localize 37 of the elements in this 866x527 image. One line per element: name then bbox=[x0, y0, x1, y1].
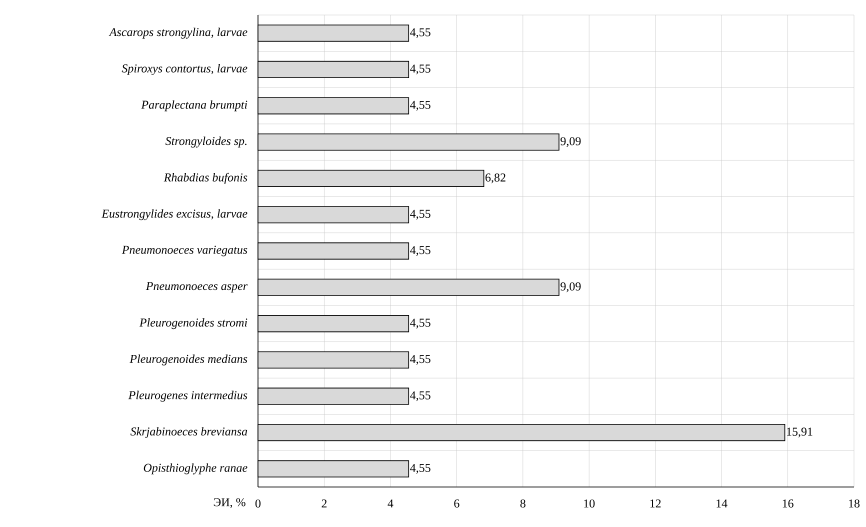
data-label: 9,09 bbox=[560, 137, 581, 147]
data-label: 4,55 bbox=[410, 246, 430, 256]
y-tick-label: Pneumonoeces variegatus bbox=[122, 246, 248, 256]
y-tick-label: Pleurogenoides stromi bbox=[139, 318, 248, 330]
x-tick-label: 6 bbox=[454, 499, 460, 508]
data-label: 4,55 bbox=[410, 391, 430, 402]
data-label: 4,55 bbox=[410, 210, 430, 220]
data-label: 4,55 bbox=[410, 64, 430, 74]
x-tick-label: 8 bbox=[520, 499, 526, 508]
data-label: 4,55 bbox=[410, 464, 430, 474]
x-tick-label: 10 bbox=[584, 499, 595, 508]
x-tick-label: 18 bbox=[849, 499, 860, 508]
x-tick-label: 16 bbox=[782, 499, 794, 508]
x-tick-label: 4 bbox=[388, 499, 394, 508]
y-tick-label: Opisthioglyphe ranae bbox=[144, 463, 248, 474]
data-label: 15,91 bbox=[787, 428, 812, 438]
x-tick-label: 2 bbox=[322, 499, 327, 508]
data-label: 4,55 bbox=[410, 100, 430, 111]
data-label: 4,55 bbox=[410, 318, 430, 328]
y-tick-label: Skrjabinoeces breviansa bbox=[130, 427, 248, 438]
x-tick-label: 14 bbox=[716, 499, 728, 508]
x-tick-label: 0 bbox=[255, 499, 261, 508]
y-tick-label: Strongyloides sp. bbox=[165, 136, 246, 148]
y-tick-label: Rhabdias bufonis bbox=[164, 172, 248, 184]
y-tick-label: Pleurogenes intermedius bbox=[128, 390, 248, 402]
y-tick-label: Pneumonoeces asper bbox=[146, 282, 248, 293]
y-tick-label: Pleurogenoides medians bbox=[130, 354, 248, 366]
x-tick-label: 12 bbox=[650, 499, 661, 508]
data-label: 6,82 bbox=[486, 173, 506, 184]
data-label: 4,55 bbox=[410, 28, 430, 38]
data-label: 9,09 bbox=[560, 282, 581, 292]
y-tick-label: Ascarops strongylina, larvae bbox=[108, 28, 248, 39]
x-axis-title: ЭИ, % bbox=[214, 498, 246, 508]
y-tick-label: Paraplectana brumpti bbox=[141, 100, 248, 112]
y-tick-label: Spiroxys contortus, larvae bbox=[122, 64, 248, 75]
data-label: 4,55 bbox=[410, 355, 430, 365]
y-tick-label: Eustrongylides excisus, larvae bbox=[102, 209, 248, 220]
